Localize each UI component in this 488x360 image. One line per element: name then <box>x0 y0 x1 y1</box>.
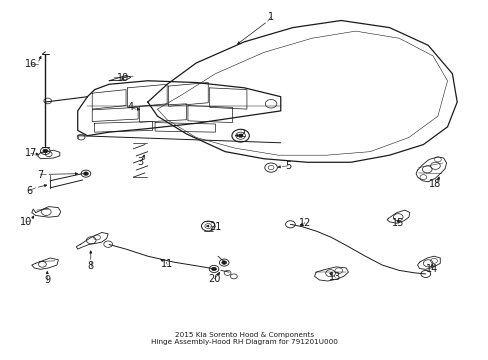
Text: 9: 9 <box>44 275 50 285</box>
Circle shape <box>238 134 243 138</box>
Text: 8: 8 <box>87 261 94 271</box>
Text: 11: 11 <box>161 259 173 269</box>
Circle shape <box>222 261 226 264</box>
Text: 6: 6 <box>26 186 32 195</box>
Circle shape <box>83 172 88 175</box>
Text: 18: 18 <box>428 179 441 189</box>
Circle shape <box>211 267 216 271</box>
Text: 15: 15 <box>391 218 404 228</box>
Text: 13: 13 <box>328 273 341 283</box>
Circle shape <box>43 149 48 153</box>
Text: 10: 10 <box>20 217 32 227</box>
Text: 19: 19 <box>116 73 128 83</box>
Text: 4: 4 <box>127 102 134 112</box>
Text: 17: 17 <box>24 148 37 158</box>
Text: 21: 21 <box>209 222 221 232</box>
Text: 1: 1 <box>267 12 274 22</box>
Text: 5: 5 <box>285 161 290 171</box>
Text: 2: 2 <box>239 129 244 139</box>
Text: 2015 Kia Sorento Hood & Components
Hinge Assembly-Hood RH Diagram for 791201U000: 2015 Kia Sorento Hood & Components Hinge… <box>151 332 337 345</box>
Text: 3: 3 <box>137 157 143 167</box>
Text: 14: 14 <box>425 264 437 274</box>
Text: 12: 12 <box>298 217 310 228</box>
Text: 16: 16 <box>24 59 37 69</box>
Text: 20: 20 <box>208 274 220 284</box>
Text: 7: 7 <box>37 170 43 180</box>
